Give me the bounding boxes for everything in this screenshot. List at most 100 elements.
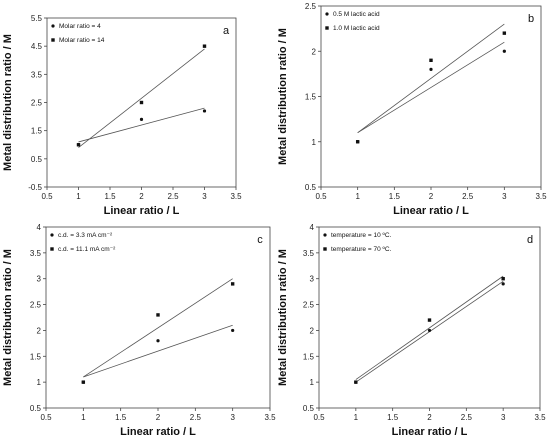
data-point-square (429, 58, 433, 62)
x-tick-label: 3 (202, 192, 207, 201)
y-tick-label: 3 (310, 275, 315, 284)
legend-label: Molar ratio = 4 (59, 23, 101, 30)
chart-panel-c: 0.5 1 1.5 2 2.5 3 3.5 0.5 1 1.5 2 2.5 3 3.5 4 Linear ra… (2, 223, 276, 438)
legend-marker-circle (323, 233, 327, 237)
data-point-circle (231, 328, 235, 333)
x-tick-label: 3.5 (535, 192, 547, 201)
legend-marker-square (323, 247, 327, 251)
x-tick-label: 1.5 (104, 192, 116, 201)
legend-label: c.d. = 3.3 mA cm⁻² (58, 232, 113, 239)
panel-label: b (528, 13, 534, 25)
x-axis-label: Linear ratio / L (120, 426, 196, 438)
x-tick-label: 1 (81, 413, 86, 422)
y-tick-label: 1.5 (303, 352, 315, 361)
data-point-square (354, 380, 358, 384)
data-point-square (355, 140, 360, 144)
x-tick-label: 2.5 (462, 192, 474, 201)
y-tick-label: 1.5 (305, 93, 317, 102)
y-tick-label: 1.5 (30, 352, 42, 361)
x-tick-label: 1 (354, 413, 359, 422)
x-tick-label: 2.5 (190, 413, 202, 422)
y-tick-label: 2.5 (305, 2, 317, 11)
x-axis-label: Linear ratio / L (393, 205, 469, 217)
y-tick-label: 1 (310, 378, 315, 387)
x-tick-label: 3.5 (534, 413, 546, 422)
fit-line (355, 275, 504, 380)
legend-label: c.d. = 11.1 mA cm⁻² (58, 246, 116, 253)
y-tick-label: 3.5 (303, 249, 315, 258)
x-tick-label: 1 (355, 192, 360, 201)
data-point-square (502, 31, 507, 35)
data-point-square (427, 318, 432, 322)
x-tick-label: 0.5 (40, 413, 52, 422)
data-point-square (156, 313, 160, 317)
legend-marker-square (325, 26, 329, 30)
y-tick-label: 2.5 (31, 99, 43, 108)
x-tick-label: 1.5 (389, 192, 401, 201)
legend-marker-circle (50, 233, 54, 237)
data-point-circle (156, 339, 160, 343)
data-point-circle (502, 49, 506, 53)
y-tick-label: 0.5 (303, 404, 315, 413)
data-point-square (230, 282, 235, 286)
legend-marker-circle (51, 24, 55, 28)
y-tick-label: 2 (310, 326, 315, 335)
fit-line (83, 324, 233, 378)
data-point-square (501, 277, 505, 281)
x-tick-label: 2 (139, 192, 144, 201)
x-tick-label: 0.5 (41, 192, 53, 201)
data-point-square (76, 143, 81, 147)
y-tick-label: 3.5 (31, 70, 43, 79)
y-tick-label: 1.5 (31, 127, 43, 136)
x-tick-label: 3.5 (230, 192, 242, 201)
legend-label: 1.0 M lactic acid (333, 25, 380, 32)
y-tick-label: 2 (37, 326, 42, 335)
y-tick-label: 4 (37, 223, 42, 232)
data-point-circle (139, 117, 144, 121)
y-axis-label: Metal distribution ratio / M (277, 249, 289, 386)
legend-marker-square (50, 247, 54, 251)
legend-label: temperature = 10 ºC. (331, 232, 392, 239)
panel-label: a (223, 25, 230, 37)
y-tick-label: 4.5 (31, 42, 43, 51)
y-tick-label: 3.5 (30, 249, 42, 258)
chart-panel-d: 0.5 1 1.5 2 2.5 3 3.5 0.5 1 1.5 2 2.5 3 3.5 4 Linear ra… (277, 223, 546, 438)
fit-line (357, 23, 505, 134)
legend-label: temperature = 70 ºC. (331, 246, 392, 253)
y-axis-label: Metal distribution ratio / M (2, 34, 14, 171)
x-tick-label: 2.5 (167, 192, 179, 201)
x-tick-label: 0.5 (315, 192, 327, 201)
x-tick-label: 2 (156, 413, 161, 422)
fit-line (83, 278, 233, 378)
x-tick-label: 2 (429, 192, 434, 201)
x-axis-label: Linear ratio / L (104, 205, 180, 217)
x-tick-label: 3 (501, 413, 506, 422)
y-tick-label: 2.5 (30, 301, 42, 310)
y-axis-label: Metal distribution ratio / M (2, 249, 14, 386)
data-point-circle (501, 282, 505, 286)
data-point-circle (427, 328, 432, 333)
y-tick-label: 0.5 (30, 404, 42, 413)
chart-panel-a: 0.5 1 1.5 2 2.5 3 3.5-0.50.51.52.53.54.55.5Lin… (2, 14, 242, 217)
chart-panel-b: 0.5 1 1.5 2 2.5 3 3.5 0.5 1 1.5 2 2.5 Linear ratio /… (277, 2, 547, 217)
y-axis-label: Metal distribution ratio / M (277, 28, 289, 165)
x-tick-label: 2.5 (461, 413, 473, 422)
x-tick-label: 1.5 (387, 413, 399, 422)
y-tick-label: 2 (312, 47, 317, 56)
x-axis-label: Linear ratio / L (392, 426, 468, 438)
data-point-square (81, 380, 86, 384)
legend-label: Molar ratio = 14 (59, 37, 105, 44)
plot-border (318, 226, 541, 409)
data-point-square (139, 100, 144, 105)
x-tick-label: 3 (502, 192, 507, 201)
y-tick-label: 0.5 (31, 155, 43, 164)
data-point-circle (429, 67, 433, 71)
x-tick-label: 1 (76, 192, 81, 201)
y-tick-label: -0.5 (28, 183, 42, 192)
y-tick-label: 3 (37, 275, 42, 284)
data-point-square (202, 44, 207, 48)
fit-line (78, 107, 205, 143)
y-tick-label: 1 (37, 378, 42, 387)
legend-marker-square (51, 38, 55, 42)
panel-label: d (527, 234, 533, 246)
